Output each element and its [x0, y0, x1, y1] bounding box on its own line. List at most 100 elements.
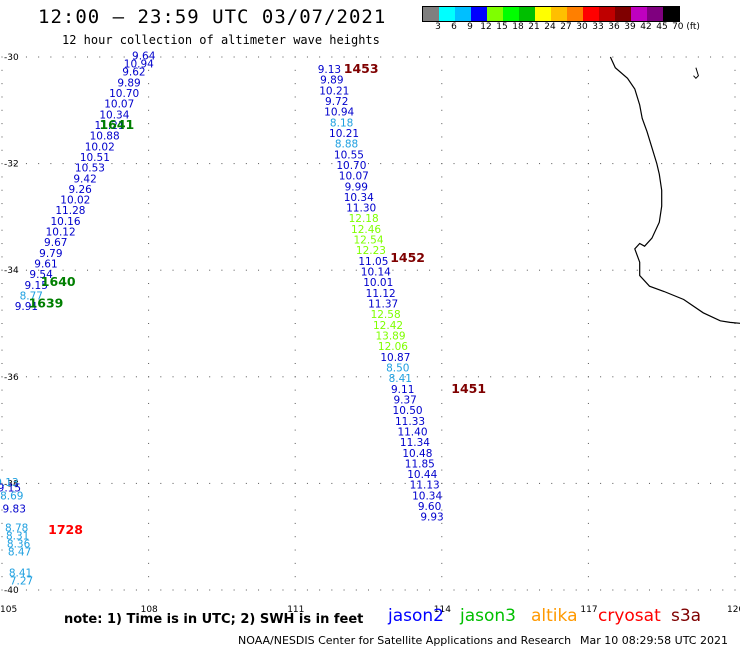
grid-dot: [148, 309, 150, 311]
grid-dot: [734, 56, 736, 58]
grid-dot: [539, 482, 541, 484]
grid-dot: [685, 589, 687, 591]
grid-dot: [13, 589, 15, 591]
grid-dot: [563, 269, 565, 271]
grid-dot: [368, 269, 369, 271]
grid-dot: [441, 96, 443, 98]
grid-dot: [355, 269, 357, 271]
colorbar-swatch: [567, 7, 583, 21]
swh-value-label: 9.99: [345, 181, 368, 193]
grid-dot: [441, 309, 443, 311]
grid-dot: [575, 589, 577, 591]
grid-dot: [74, 589, 76, 591]
grid-dot: [697, 163, 699, 165]
grid-dot: [38, 589, 40, 591]
grid-dot: [123, 163, 125, 165]
grid-dot: [319, 482, 321, 484]
grid-dot: [135, 269, 137, 271]
grid-dot: [673, 376, 675, 378]
grid-dot: [673, 482, 675, 484]
grid-dot: [196, 589, 198, 591]
grid-dot: [209, 269, 211, 271]
grid-dot: [1, 189, 3, 191]
swh-value-label: 11.34: [400, 437, 430, 449]
grid-dot: [148, 256, 150, 258]
grid-dot: [1, 416, 3, 418]
grid-dot: [294, 189, 296, 191]
colorbar-swatch: [487, 7, 503, 21]
colorbar-label: 45: [656, 22, 668, 32]
swh-value-label: 8.31: [6, 530, 29, 542]
grid-dot: [148, 402, 150, 404]
grid-dot: [87, 56, 89, 58]
grid-dot: [441, 496, 443, 498]
grid-dot: [673, 589, 675, 591]
grid-dot: [465, 56, 467, 58]
grid-dot: [587, 189, 589, 191]
grid-dot: [734, 69, 736, 71]
colorbar-swatch: [519, 7, 535, 21]
grid-dot: [99, 269, 101, 271]
grid-dot: [734, 562, 736, 564]
grid-dot: [734, 283, 736, 285]
swh-value-label: 10.02: [85, 141, 115, 153]
colorbar-swatch: [423, 7, 439, 21]
credit-line: NOAA/NESDIS Center for Satellite Applica…: [238, 634, 572, 647]
grid-dot: [331, 376, 333, 378]
grid-dot: [734, 136, 736, 138]
grid-dot: [551, 589, 553, 591]
grid-dot: [160, 589, 162, 591]
grid-dot: [270, 482, 272, 484]
grid-dot: [416, 56, 418, 58]
grid-dot: [148, 429, 150, 431]
grid-dot: [148, 509, 150, 511]
grid-dot: [294, 402, 296, 404]
grid-dot: [111, 376, 113, 378]
swh-value-label: 10.01: [363, 277, 393, 289]
grid-dot: [135, 163, 137, 165]
grid-dot: [294, 576, 296, 578]
swh-value-label: 9.60: [418, 501, 441, 513]
grid-dot: [697, 269, 699, 271]
grid-dot: [526, 589, 528, 591]
grid-dot: [245, 163, 247, 165]
grid-dot: [392, 163, 394, 165]
grid-dot: [587, 123, 589, 125]
grid-dot: [636, 163, 638, 165]
grid-dot: [490, 482, 492, 484]
grid-dot: [587, 376, 589, 378]
colorbar-label: 21: [528, 22, 540, 32]
swh-value-label: 8.36: [7, 538, 31, 550]
grid-dot: [600, 376, 602, 378]
grid-dot: [600, 589, 602, 591]
colorbar-label: 27: [560, 22, 572, 32]
grid-dot: [465, 163, 467, 165]
grid-dot: [587, 323, 589, 324]
grid-dot: [441, 69, 443, 71]
grid-dot: [587, 296, 589, 298]
grid-dot: [441, 269, 443, 271]
grid-dot: [294, 109, 296, 111]
swh-value-label: 10.88: [90, 131, 120, 143]
pass-time-label: 1453: [344, 61, 379, 76]
grid-dot: [221, 163, 223, 165]
grid-dot: [710, 482, 712, 484]
grid-dot: [1, 149, 3, 151]
grid-dot: [184, 269, 186, 271]
swh-value-label: 8.69: [0, 490, 23, 502]
grid-dot: [539, 269, 541, 271]
grid-dot: [441, 336, 443, 338]
grid-dot: [148, 56, 150, 58]
grid-dot: [514, 376, 516, 378]
grid-dot: [661, 376, 663, 378]
grid-dot: [196, 56, 198, 58]
grid-dot: [587, 83, 589, 85]
grid-dot: [734, 323, 736, 324]
grid-dot: [612, 376, 614, 378]
grid-dot: [148, 83, 150, 85]
grid-dot: [1, 69, 3, 71]
grid-dot: [441, 243, 443, 245]
lon-tick-label: 111: [287, 605, 304, 615]
grid-dot: [368, 376, 369, 378]
grid-dot: [587, 362, 589, 364]
